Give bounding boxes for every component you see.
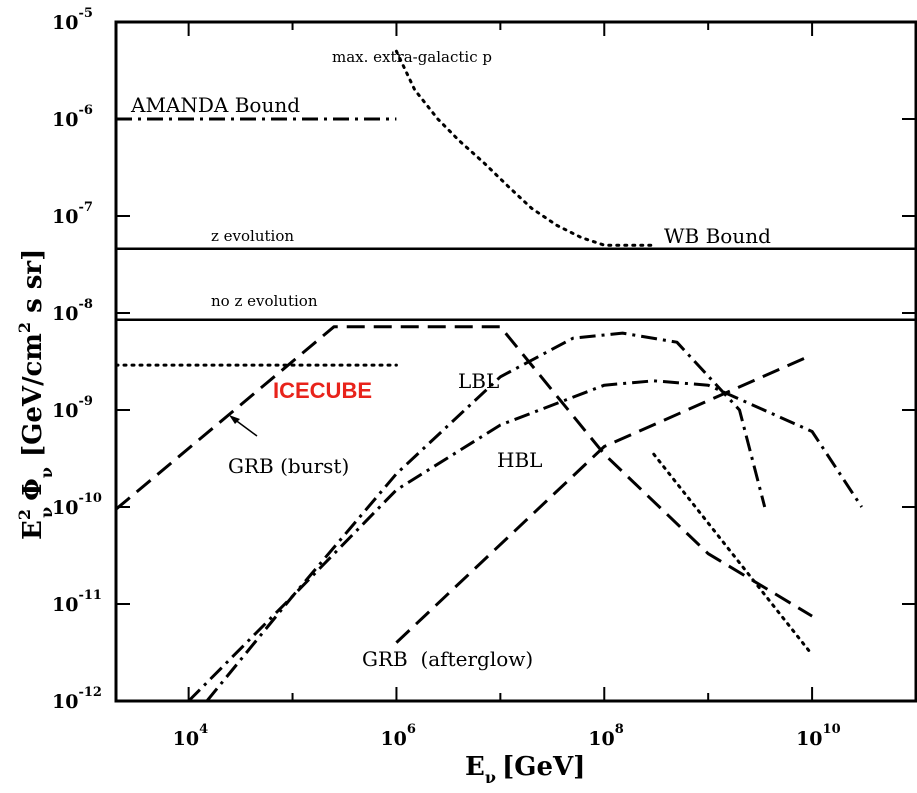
- plot-frame: [114, 20, 917, 703]
- x-tick-label: 108: [588, 722, 624, 750]
- y-tick-label: 10-5: [52, 6, 93, 34]
- y-tick-label: 10-9: [52, 394, 93, 422]
- series-line-lbl: [205, 331, 767, 702]
- label-max-extragalactic-p: max. extra-galactic p: [332, 48, 492, 66]
- y-axis-ticks: 10-5 10-6 10-7 10-8 10-9 10-10 10-11 10-12: [52, 6, 916, 713]
- y-tick-label: 10-8: [52, 297, 93, 325]
- y-tick-label: 10-10: [52, 491, 102, 519]
- label-grb-afterglow: GRB (afterglow): [362, 647, 533, 671]
- label-icecube: ICECUBE: [273, 378, 372, 403]
- label-z-evolution: z evolution: [211, 227, 294, 245]
- x-tick-label: 1010: [796, 722, 841, 750]
- label-amanda-bound: AMANDA Bound: [130, 93, 300, 117]
- grb-burst-arrow: [229, 415, 258, 437]
- y-tick-label: 10-11: [52, 588, 102, 616]
- x-tick-label: 104: [173, 722, 209, 750]
- series-group: [114, 49, 916, 703]
- label-no-z-evolution: no z evolution: [211, 292, 318, 310]
- series-line-unlabeled-10: [652, 452, 814, 657]
- series-line-hbl: [187, 379, 863, 703]
- series-line-grb-afterglow: [395, 353, 813, 644]
- label-wb-bound: WB Bound: [664, 224, 771, 248]
- series-line-max-extra-galactic-p: [394, 49, 656, 247]
- x-tick-label: 106: [380, 722, 416, 750]
- y-tick-label: 10-6: [52, 103, 93, 131]
- label-grb-burst: GRB (burst): [228, 454, 349, 478]
- x-axis-label-subscript: ν: [485, 768, 496, 787]
- y-tick-label: 10-7: [52, 200, 93, 228]
- label-hbl: HBL: [497, 448, 542, 472]
- label-lbl: LBL: [458, 369, 499, 393]
- y-tick-label: 10-12: [52, 685, 102, 713]
- y-axis-label: E2 νΦν[GeV/cm2 s sr]: [15, 249, 56, 540]
- x-axis-label-unit: [GeV]: [502, 752, 586, 782]
- x-axis-label: Eν [GeV]: [465, 752, 585, 787]
- x-axis-ticks: 104 106 108 1010: [173, 22, 917, 750]
